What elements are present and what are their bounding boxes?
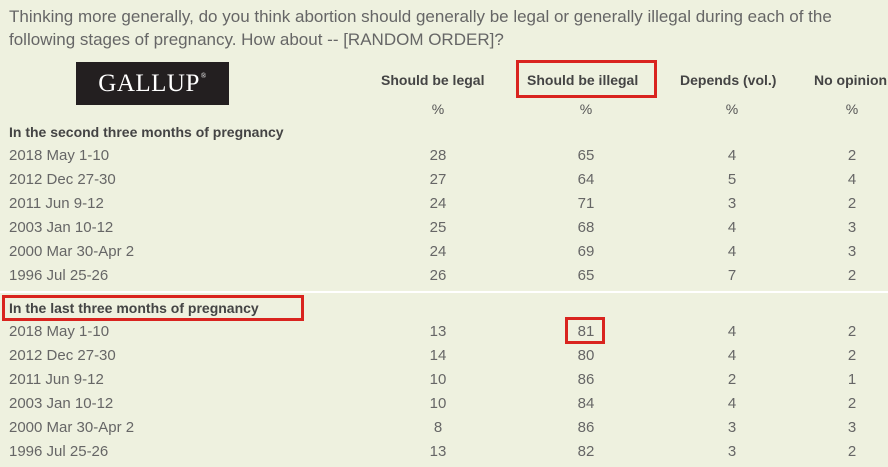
row-date: 1996 Jul 25-26 — [9, 267, 109, 284]
cell-depends: 3 — [727, 195, 737, 212]
cell-no-opinion: 3 — [847, 419, 857, 436]
row-date: 2012 Dec 27-30 — [9, 171, 116, 188]
table-row: 2018 May 1-10 28 65 4 2 — [0, 147, 888, 171]
cell-no-opinion: 2 — [847, 347, 857, 364]
col-header-illegal: Should be illegal — [527, 72, 639, 88]
highlight-2018-illegal-value — [565, 317, 605, 344]
cell-no-opinion: 2 — [847, 195, 857, 212]
registered-mark: ® — [200, 71, 207, 80]
cell-illegal: 86 — [577, 371, 595, 388]
table-row: 1996 Jul 25-26 26 65 7 2 — [0, 267, 888, 291]
pct-label-depends: % — [725, 101, 739, 117]
cell-no-opinion: 2 — [847, 323, 857, 340]
section-title-last-trimester: In the last three months of pregnancy — [9, 300, 259, 316]
cell-legal: 10 — [429, 371, 447, 388]
cell-legal: 25 — [429, 219, 447, 236]
table-row: 2011 Jun 9-12 10 86 2 1 — [0, 371, 888, 395]
row-date: 2011 Jun 9-12 — [9, 195, 104, 212]
cell-legal: 24 — [429, 195, 447, 212]
cell-illegal: 64 — [577, 171, 595, 188]
cell-illegal: 81 — [577, 323, 595, 340]
gallup-logo: GALLUP ® — [76, 62, 229, 105]
cell-illegal: 65 — [577, 147, 595, 164]
cell-no-opinion: 2 — [847, 395, 857, 412]
table-row: 2012 Dec 27-30 14 80 4 2 — [0, 347, 888, 371]
section-divider — [0, 291, 888, 293]
cell-legal: 8 — [433, 419, 443, 436]
cell-depends: 5 — [727, 171, 737, 188]
cell-no-opinion: 2 — [847, 267, 857, 284]
row-date: 2000 Mar 30-Apr 2 — [9, 243, 135, 260]
cell-illegal: 68 — [577, 219, 595, 236]
table-row: 2011 Jun 9-12 24 71 3 2 — [0, 195, 888, 219]
col-header-legal: Should be legal — [381, 72, 485, 88]
row-date: 2018 May 1-10 — [9, 323, 110, 340]
table-row: 2000 Mar 30-Apr 2 24 69 4 3 — [0, 243, 888, 267]
cell-illegal: 65 — [577, 267, 595, 284]
cell-legal: 27 — [429, 171, 447, 188]
cell-depends: 3 — [727, 443, 737, 460]
cell-legal: 10 — [429, 395, 447, 412]
highlight-illegal-header — [516, 60, 657, 98]
cell-no-opinion: 2 — [847, 443, 857, 460]
row-date: 2011 Jun 9-12 — [9, 371, 104, 388]
cell-no-opinion: 2 — [847, 147, 857, 164]
cell-legal: 28 — [429, 147, 447, 164]
cell-illegal: 69 — [577, 243, 595, 260]
cell-depends: 4 — [727, 347, 737, 364]
pct-label-legal: % — [431, 101, 445, 117]
cell-no-opinion: 3 — [847, 243, 857, 260]
pct-label-illegal: % — [579, 101, 593, 117]
row-date: 2000 Mar 30-Apr 2 — [9, 419, 135, 436]
cell-depends: 7 — [727, 267, 737, 284]
row-date: 1996 Jul 25-26 — [9, 443, 109, 460]
cell-legal: 24 — [429, 243, 447, 260]
cell-depends: 4 — [727, 243, 737, 260]
cell-no-opinion: 1 — [847, 371, 857, 388]
table-row: 2003 Jan 10-12 25 68 4 3 — [0, 219, 888, 243]
question-text: Thinking more generally, do you think ab… — [9, 7, 832, 49]
cell-illegal: 82 — [577, 443, 595, 460]
cell-legal: 26 — [429, 267, 447, 284]
row-date: 2012 Dec 27-30 — [9, 347, 116, 364]
cell-illegal: 86 — [577, 419, 595, 436]
table-row: 1996 Jul 25-26 13 82 3 2 — [0, 443, 888, 467]
cell-depends: 4 — [727, 219, 737, 236]
cell-depends: 4 — [727, 395, 737, 412]
row-date: 2018 May 1-10 — [9, 147, 110, 164]
col-header-depends: Depends (vol.) — [680, 72, 777, 88]
cell-depends: 4 — [727, 147, 737, 164]
highlight-last-trimester — [2, 295, 304, 321]
table-row: 2018 May 1-10 13 81 4 2 — [0, 323, 888, 347]
cell-no-opinion: 4 — [847, 171, 857, 188]
cell-illegal: 80 — [577, 347, 595, 364]
col-header-no-opinion: No opinion — [814, 72, 888, 88]
cell-depends: 4 — [727, 323, 737, 340]
cell-depends: 2 — [727, 371, 737, 388]
row-date: 2003 Jan 10-12 — [9, 219, 114, 236]
table-row: 2003 Jan 10-12 10 84 4 2 — [0, 395, 888, 419]
cell-illegal: 84 — [577, 395, 595, 412]
cell-depends: 3 — [727, 419, 737, 436]
table-row: 2000 Mar 30-Apr 2 8 86 3 3 — [0, 419, 888, 443]
cell-legal: 13 — [429, 443, 447, 460]
cell-legal: 14 — [429, 347, 447, 364]
section-title-second-trimester: In the second three months of pregnancy — [9, 124, 284, 140]
logo-text: GALLUP — [98, 69, 200, 97]
table-row: 2012 Dec 27-30 27 64 5 4 — [0, 171, 888, 195]
pct-label-no-opinion: % — [845, 101, 859, 117]
cell-no-opinion: 3 — [847, 219, 857, 236]
cell-legal: 13 — [429, 323, 447, 340]
row-date: 2003 Jan 10-12 — [9, 395, 114, 412]
cell-illegal: 71 — [577, 195, 595, 212]
